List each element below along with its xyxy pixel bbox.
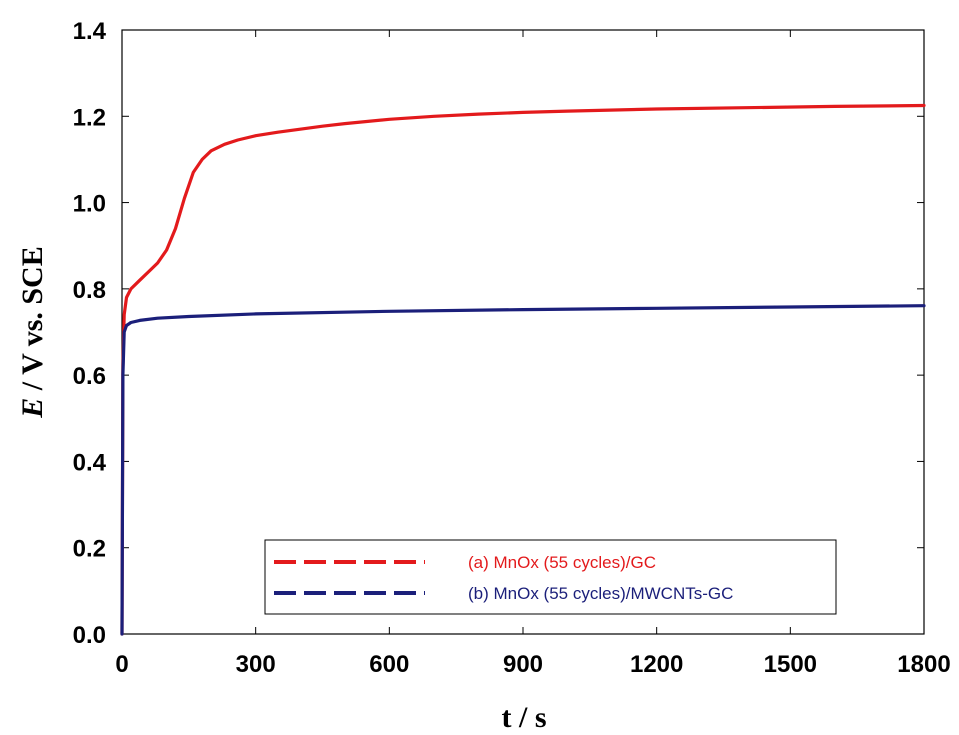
x-tick-label: 1200: [630, 651, 683, 678]
y-tick-label: 0.0: [73, 622, 106, 649]
x-tick-label: 1500: [764, 651, 817, 678]
y-axis-title-rest: / V vs. SCE: [16, 246, 49, 397]
x-tick-label: 600: [369, 651, 409, 678]
x-tick-label: 300: [236, 651, 276, 678]
legend-label-a: (a) MnOx (55 cycles)/GC: [468, 553, 656, 572]
y-tick-label: 1.4: [73, 18, 107, 45]
x-tick-labels: 0 300 600 900 1200 1500 1800: [115, 651, 950, 678]
y-axis-title-italic: E: [16, 398, 49, 419]
y-tick-label: 0.4: [73, 449, 107, 476]
y-tick-label: 0.6: [73, 363, 106, 390]
legend: (a) MnOx (55 cycles)/GC (b) MnOx (55 cyc…: [264, 539, 837, 615]
series-group: [120, 103, 926, 636]
y-tick-label: 0.8: [73, 277, 106, 304]
x-tick-label: 900: [503, 651, 543, 678]
x-tick-label: 1800: [897, 651, 950, 678]
y-axis-title: E / V vs. SCE: [16, 246, 49, 418]
legend-label-b: (b) MnOx (55 cycles)/MWCNTs-GC: [468, 584, 733, 603]
series-line-b: [120, 304, 926, 636]
y-tick-labels: 0.0 0.2 0.4 0.6 0.8 1.0 1.2 1.4: [73, 18, 107, 649]
legend-box: [264, 539, 837, 615]
y-tick-label: 1.0: [73, 191, 106, 218]
x-axis-title: t / s: [502, 701, 547, 734]
series-line-a: [120, 103, 926, 636]
x-tick-label: 0: [115, 651, 128, 678]
y-tick-label: 1.2: [73, 104, 106, 131]
y-tick-label: 0.2: [73, 536, 106, 563]
